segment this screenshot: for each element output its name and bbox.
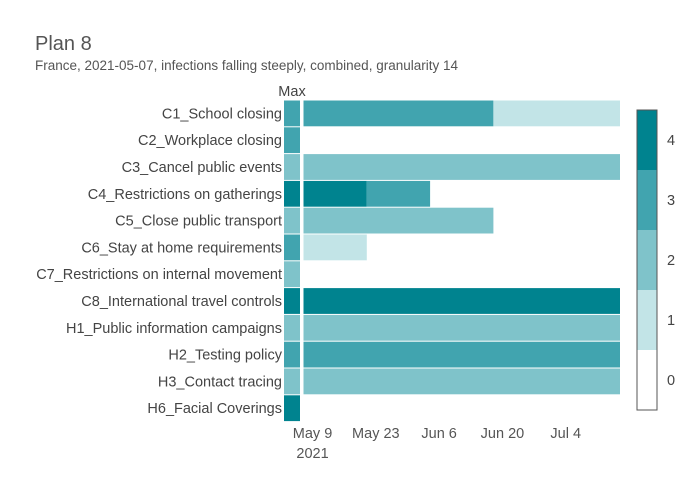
colorbar-tick-label: 3 (667, 193, 675, 209)
max-cell (284, 314, 300, 341)
row-label: C2_Workplace closing (138, 133, 282, 149)
colorbar-band (637, 350, 657, 410)
row-label: H1_Public information campaigns (66, 321, 282, 337)
x-tick-label: Jun 6 (421, 426, 456, 442)
max-cell (284, 234, 300, 261)
max-cell (284, 127, 300, 154)
plan-cell (303, 368, 620, 395)
row-label: C7_Restrictions on internal movement (36, 267, 282, 283)
max-cell (284, 368, 300, 395)
max-cell (284, 180, 300, 207)
max-column-label: Max (278, 84, 306, 100)
plan-cells (303, 100, 620, 395)
max-cell (284, 261, 300, 288)
plan-cell (303, 154, 620, 180)
max-cell (284, 288, 300, 314)
plan-cell (303, 288, 620, 314)
x-axis: May 9 2021 May 23 Jun 6 Jun 20 Jul 4 (293, 426, 581, 462)
colorbar-band (637, 290, 657, 350)
max-cell (284, 154, 300, 180)
row-labels: C1_School closing C2_Workplace closing C3_… (36, 106, 283, 417)
x-tick-label: May 23 (352, 426, 400, 442)
row-label: H3_Contact tracing (158, 374, 282, 390)
plan-cell (493, 100, 620, 127)
colorbar-outline (636, 109, 658, 411)
plan-cell (366, 180, 431, 207)
colorbar: 0 1 2 3 4 (636, 109, 675, 411)
plan-cell (303, 234, 367, 261)
colorbar-band (637, 110, 657, 170)
row-label: H6_Facial Coverings (147, 401, 282, 417)
plan-cell (303, 207, 494, 234)
row-label: C1_School closing (162, 106, 282, 122)
row-label: C3_Cancel public events (122, 160, 282, 176)
colorbar-band (637, 230, 657, 290)
plan-cell (303, 180, 367, 207)
max-cell (284, 100, 300, 127)
colorbar-band (637, 170, 657, 230)
row-label: C8_International travel controls (81, 294, 282, 310)
max-cell (284, 207, 300, 234)
max-cell (284, 395, 300, 422)
colorbar-tick-label: 2 (667, 253, 675, 269)
x-tick-label: Jun 20 (481, 426, 525, 442)
plan-cell (303, 341, 620, 368)
chart-subtitle: France, 2021-05-07, infections falling s… (35, 58, 458, 73)
colorbar-tick-label: 0 (667, 373, 675, 389)
x-tick-label: Jul 4 (550, 426, 581, 442)
max-column: Max (278, 84, 306, 422)
plan-cell (303, 100, 494, 127)
max-cell (284, 341, 300, 368)
row-label: C5_Close public transport (115, 214, 282, 230)
x-tick-label: May 9 (293, 426, 333, 442)
x-tick-sublabel: 2021 (296, 446, 328, 462)
plan-cell (303, 314, 620, 341)
row-label: H2_Testing policy (168, 348, 282, 364)
row-label: C6_Stay at home requirements (81, 240, 282, 256)
colorbar-tick-label: 4 (667, 133, 675, 149)
row-label: C4_Restrictions on gatherings (88, 187, 282, 203)
chart-title: Plan 8 (35, 33, 92, 55)
colorbar-tick-label: 1 (667, 313, 675, 329)
